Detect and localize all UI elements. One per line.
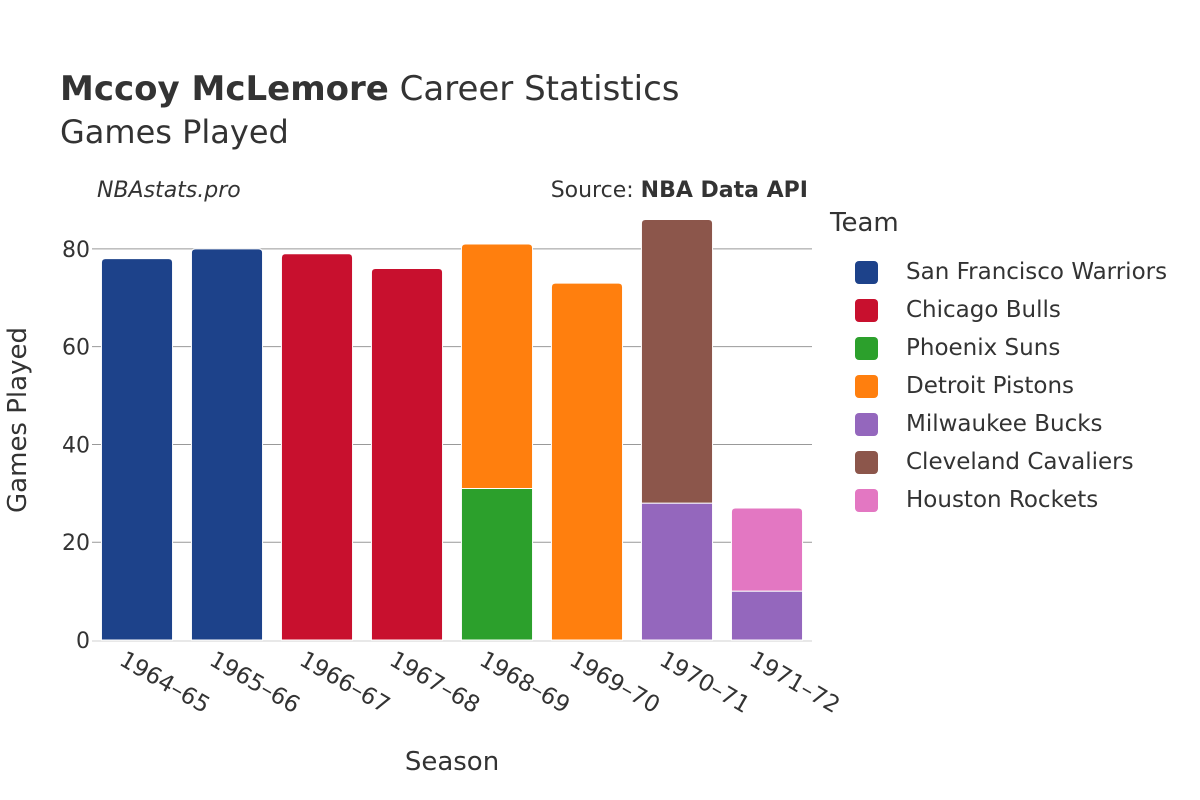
title-rest: Career Statistics — [388, 69, 680, 109]
legend-swatch — [855, 374, 878, 398]
bar-segment[interactable] — [730, 507, 804, 592]
x-tick-label: 1967–68 — [385, 647, 484, 719]
source-prefix: Source: — [550, 178, 641, 203]
y-axis-label: Games Played — [3, 327, 33, 513]
legend-label: Chicago Bulls — [906, 297, 1061, 323]
bar-segment[interactable] — [730, 590, 804, 641]
y-tick-label: 80 — [62, 238, 90, 263]
x-tick-label: 1964–65 — [115, 647, 214, 719]
bar-segment[interactable] — [550, 282, 624, 641]
bar-segment[interactable] — [640, 502, 714, 641]
x-axis-label: Season — [405, 747, 499, 777]
bar-segment[interactable] — [640, 219, 714, 504]
legend: San Francisco Warriors Chicago Bulls Phoen… — [855, 253, 1167, 519]
source-credit: Source: NBA Data API — [551, 178, 808, 203]
legend-swatch — [855, 450, 878, 474]
chart-title: Mccoy McLemore Career Statistics — [60, 68, 680, 110]
x-tick-label: 1969–70 — [565, 647, 664, 719]
bar-segment[interactable] — [100, 258, 174, 641]
legend-label: Detroit Pistons — [906, 373, 1075, 399]
x-tick-label: 1965–66 — [205, 647, 304, 719]
x-tick-label: 1971–72 — [745, 647, 844, 719]
legend-label: San Francisco Warriors — [906, 259, 1168, 285]
bar-segment[interactable] — [460, 487, 534, 641]
site-credit: NBAstats.pro — [97, 178, 241, 203]
y-tick-label: 40 — [62, 433, 90, 458]
legend-swatch — [855, 488, 878, 512]
legend-item[interactable]: Houston Rockets — [855, 481, 1167, 519]
x-tick-label: 1968–69 — [475, 647, 574, 719]
bars-group — [100, 219, 804, 641]
source-name: NBA Data API — [640, 178, 808, 203]
legend-item[interactable]: Milwaukee Bucks — [855, 405, 1167, 443]
legend-swatch — [855, 336, 878, 360]
legend-label: Milwaukee Bucks — [906, 411, 1103, 437]
bar-segment[interactable] — [460, 243, 534, 489]
legend-item[interactable]: Cleveland Cavaliers — [855, 443, 1167, 481]
x-tick-labels: 1964–651965–661966–671967–681968–691969–… — [115, 647, 844, 719]
x-tick-label: 1970–71 — [655, 647, 754, 719]
bar-segment[interactable] — [370, 267, 444, 641]
legend-label: Phoenix Suns — [906, 335, 1061, 361]
legend-swatch — [855, 412, 878, 436]
y-tick-label: 20 — [62, 531, 90, 556]
legend-swatch — [855, 260, 878, 284]
y-tick-label: 60 — [62, 336, 90, 361]
y-tick-labels: 0 20 40 60 80 — [62, 238, 90, 654]
chart-subtitle: Games Played — [60, 113, 289, 151]
player-name: Mccoy McLemore — [60, 69, 389, 109]
legend-swatch — [855, 298, 878, 322]
legend-item[interactable]: Chicago Bulls — [855, 291, 1167, 329]
legend-item[interactable]: San Francisco Warriors — [855, 253, 1167, 291]
y-tick-label: 0 — [76, 629, 90, 654]
legend-title: Team — [830, 208, 899, 238]
bar-segment[interactable] — [280, 253, 354, 641]
legend-label: Cleveland Cavaliers — [906, 449, 1134, 475]
legend-item[interactable]: Detroit Pistons — [855, 367, 1167, 405]
bar-segment[interactable] — [190, 248, 264, 641]
x-tick-label: 1966–67 — [295, 647, 394, 719]
legend-label: Houston Rockets — [906, 487, 1099, 513]
legend-item[interactable]: Phoenix Suns — [855, 329, 1167, 367]
